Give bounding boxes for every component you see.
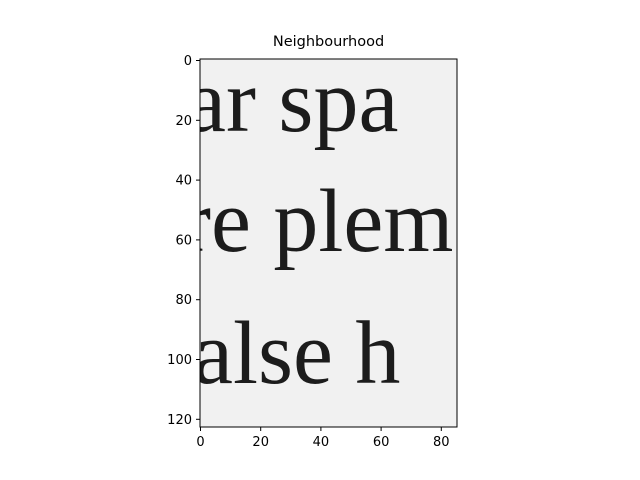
text-line-2: re plem [181,172,453,271]
text-line-1: ar spa [186,52,398,151]
y-tick-label: 0 [184,54,192,69]
x-tick-label: 80 [433,435,450,450]
image-background [200,59,457,427]
x-axis: 0 20 40 60 80 [196,427,450,450]
y-axis: 0 20 40 60 80 100 120 [167,54,200,428]
y-tick-label: 120 [167,413,192,428]
y-tick-label: 20 [175,114,192,129]
text-image: ar spa re plem alse h [181,52,453,403]
y-tick-label: 60 [175,233,192,248]
x-tick-label: 60 [373,435,390,450]
y-tick-label: 80 [175,293,192,308]
x-tick-label: 20 [252,435,269,450]
y-tick-label: 40 [175,174,192,189]
x-tick-label: 0 [196,435,204,450]
text-line-3: alse h [193,304,400,403]
figure-title: Neighbourhood [272,34,385,50]
axes-frame [199,58,458,428]
x-tick-label: 40 [313,435,330,450]
y-tick-label: 100 [167,353,192,368]
